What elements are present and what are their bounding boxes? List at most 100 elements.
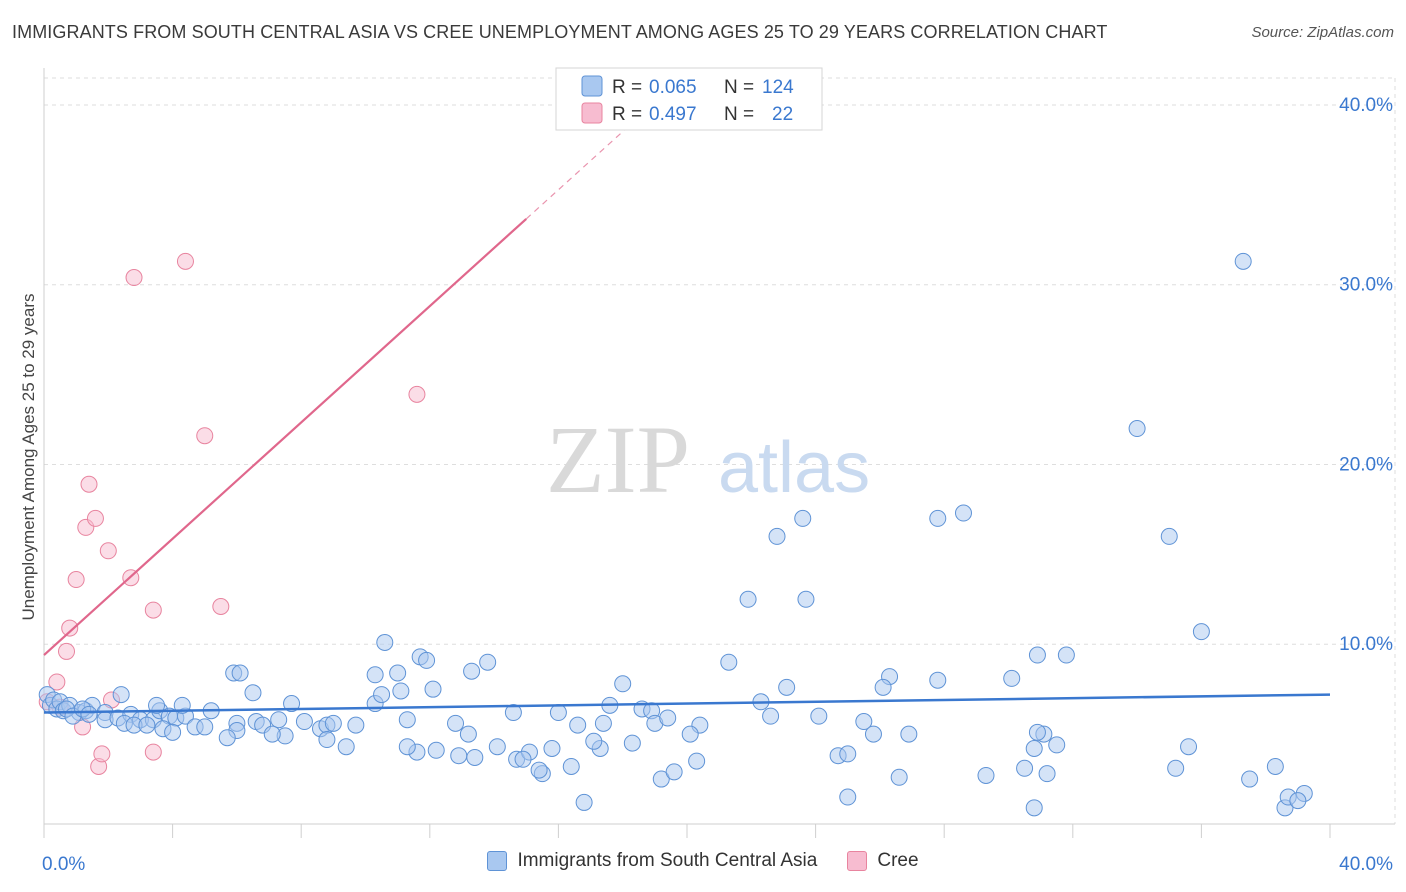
data-point-south-central-asia	[569, 716, 587, 734]
data-point-south-central-asia	[231, 664, 249, 682]
data-point-south-central-asia	[681, 725, 699, 743]
y-tick-label: 30.0%	[1339, 275, 1393, 296]
data-point-south-central-asia	[1128, 420, 1146, 438]
data-point-south-central-asia	[447, 714, 465, 732]
data-point-south-central-asia	[514, 750, 532, 768]
data-point-south-central-asia	[218, 729, 236, 747]
data-point-south-central-asia	[427, 741, 445, 759]
stats-legend-swatch-pink	[581, 102, 603, 124]
stats-n-label: N =	[724, 104, 754, 125]
data-point-cree	[61, 619, 79, 637]
data-point-south-central-asia	[977, 766, 995, 784]
trend-line-south-central-asia	[43, 693, 1331, 714]
data-point-south-central-asia	[929, 509, 947, 527]
data-point-south-central-asia	[794, 509, 812, 527]
data-point-cree	[80, 475, 98, 493]
trend-line-cree	[43, 218, 527, 656]
data-point-south-central-asia	[337, 738, 355, 756]
data-point-south-central-asia	[196, 718, 214, 736]
data-point-south-central-asia	[1048, 736, 1066, 754]
data-point-south-central-asia	[389, 664, 407, 682]
data-point-south-central-asia	[1192, 623, 1210, 641]
data-point-south-central-asia	[1241, 770, 1259, 788]
data-point-south-central-asia	[398, 711, 416, 729]
data-point-cree	[196, 427, 214, 445]
data-point-south-central-asia	[112, 686, 130, 704]
stats-n-label: N =	[724, 77, 754, 98]
data-point-cree	[144, 743, 162, 761]
legend-swatch-blue	[487, 851, 508, 871]
legend-label: Cree	[877, 850, 919, 871]
cree-points	[38, 252, 426, 775]
data-point-south-central-asia	[890, 768, 908, 786]
data-point-south-central-asia	[295, 713, 313, 731]
data-point-south-central-asia	[594, 714, 612, 732]
data-point-south-central-asia	[1025, 799, 1043, 817]
data-point-south-central-asia	[1180, 738, 1198, 756]
data-point-south-central-asia	[324, 714, 342, 732]
x-tick-label: 0.0%	[42, 854, 85, 875]
data-point-south-central-asia	[900, 725, 918, 743]
axes	[43, 68, 1395, 838]
data-point-south-central-asia	[138, 716, 156, 734]
data-point-south-central-asia	[549, 704, 567, 722]
data-point-south-central-asia	[1028, 723, 1046, 741]
data-point-south-central-asia	[688, 752, 706, 770]
data-point-south-central-asia	[398, 738, 416, 756]
y-tick-label: 20.0%	[1339, 454, 1393, 475]
stats-r-value: 0.065	[649, 77, 697, 98]
chart-title: IMMIGRANTS FROM SOUTH CENTRAL ASIA VS CR…	[12, 22, 1108, 42]
stats-r-label: R =	[612, 77, 642, 98]
data-point-south-central-asia	[929, 671, 947, 689]
data-point-cree	[176, 252, 194, 270]
legend-item-south-central-asia[interactable]: Immigrants from South Central Asia	[487, 850, 817, 872]
data-point-south-central-asia	[1266, 757, 1284, 775]
data-point-south-central-asia	[1003, 669, 1021, 687]
data-point-south-central-asia	[424, 680, 442, 698]
data-point-south-central-asia	[1028, 646, 1046, 664]
data-point-south-central-asia	[1289, 792, 1307, 810]
stats-legend: R = 0.065 N = 124 R = 0.497 N = 22	[555, 67, 823, 131]
data-point-south-central-asia	[466, 748, 484, 766]
data-point-south-central-asia	[797, 590, 815, 608]
data-point-south-central-asia	[1057, 646, 1075, 664]
data-point-south-central-asia	[623, 734, 641, 752]
data-point-cree	[212, 597, 230, 615]
data-point-south-central-asia	[283, 695, 301, 713]
watermark-zip: ZIP	[546, 406, 690, 513]
trend-line-cree-extension	[525, 122, 633, 220]
data-point-south-central-asia	[659, 709, 677, 727]
data-point-south-central-asia	[720, 653, 738, 671]
data-point-south-central-asia	[1160, 527, 1178, 545]
legend-swatch-pink	[847, 851, 868, 871]
data-point-south-central-asia	[479, 653, 497, 671]
data-point-south-central-asia	[504, 704, 522, 722]
data-point-south-central-asia	[954, 504, 972, 522]
data-point-south-central-asia	[463, 662, 481, 680]
data-point-cree	[86, 509, 104, 527]
data-point-cree	[408, 385, 426, 403]
stats-n-value: 124	[762, 77, 794, 98]
legend-item-cree[interactable]: Cree	[847, 850, 919, 872]
data-point-south-central-asia	[810, 707, 828, 725]
data-point-south-central-asia	[585, 732, 603, 750]
tick-labels: 10.0% 20.0% 30.0% 40.0% 0.0% 40.0%	[42, 95, 1393, 875]
data-point-south-central-asia	[347, 716, 365, 734]
data-point-south-central-asia	[80, 705, 98, 723]
legend-label: Immigrants from South Central Asia	[517, 850, 818, 871]
data-point-south-central-asia	[839, 745, 857, 763]
source-credit: Source: ZipAtlas.com	[1251, 24, 1394, 41]
data-point-south-central-asia	[575, 793, 593, 811]
data-point-south-central-asia	[270, 711, 288, 729]
data-point-cree	[125, 269, 143, 287]
data-point-south-central-asia	[864, 725, 882, 743]
data-point-south-central-asia	[164, 723, 182, 741]
data-point-south-central-asia	[768, 527, 786, 545]
data-point-south-central-asia	[366, 666, 384, 684]
data-point-south-central-asia	[376, 633, 394, 651]
data-point-cree	[93, 745, 111, 763]
data-point-south-central-asia	[543, 740, 561, 758]
data-point-south-central-asia	[1167, 759, 1185, 777]
data-point-south-central-asia	[244, 684, 262, 702]
data-point-south-central-asia	[762, 707, 780, 725]
